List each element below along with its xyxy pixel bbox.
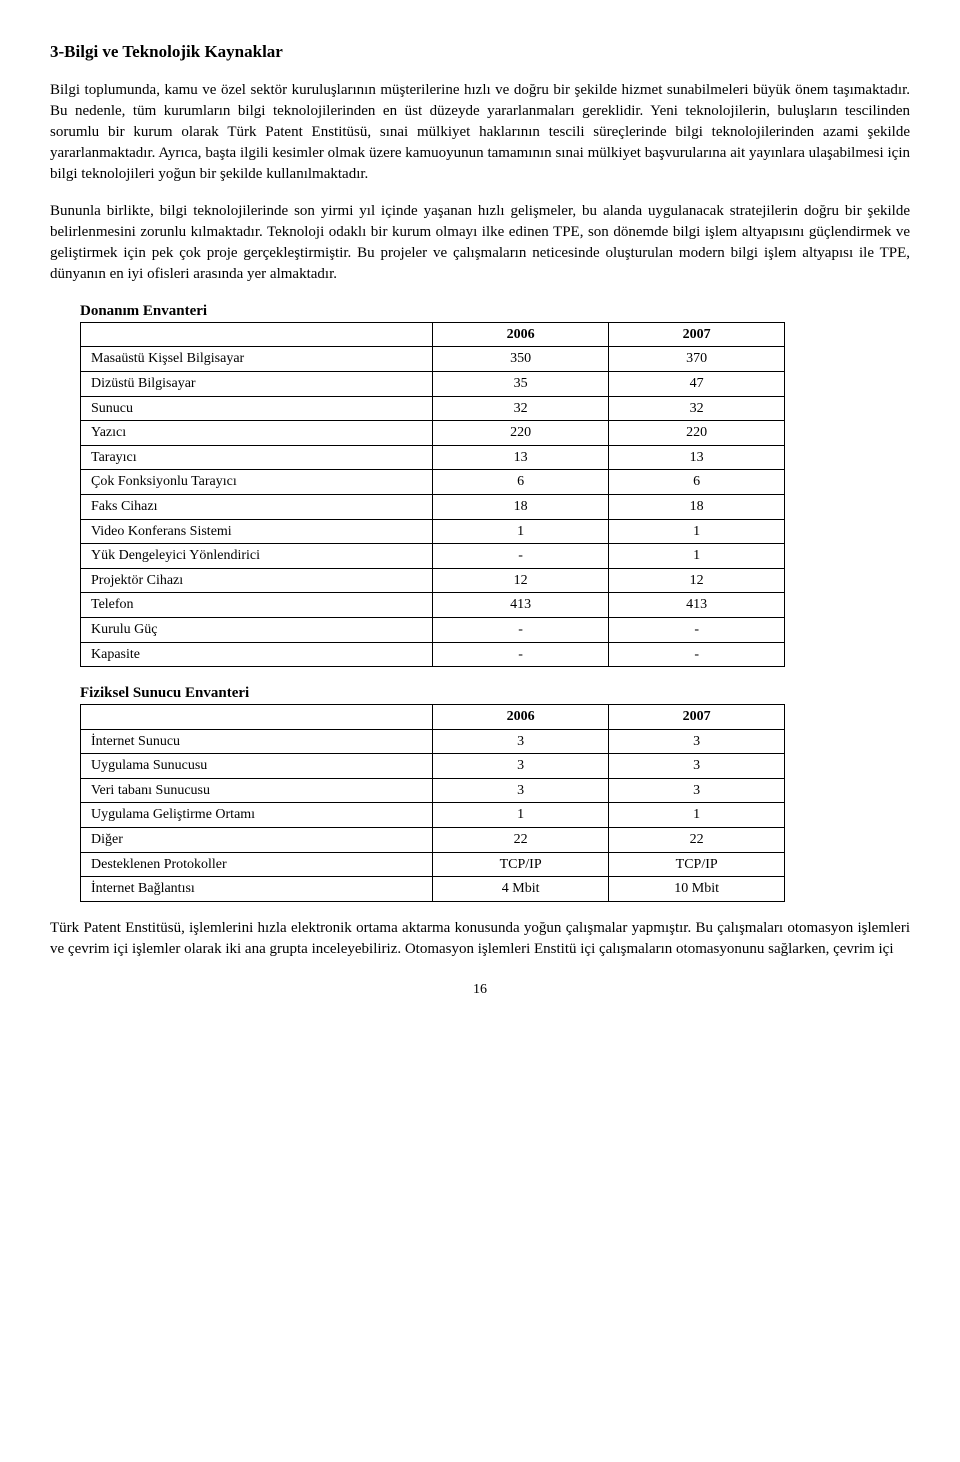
table-cell: 370 — [609, 347, 785, 372]
table-cell: 4 Mbit — [433, 877, 609, 902]
fiziksel-table-title: Fiziksel Sunucu Envanteri — [50, 683, 910, 704]
table-cell: 10 Mbit — [609, 877, 785, 902]
table-cell: - — [433, 642, 609, 667]
table-header-cell: 2006 — [433, 322, 609, 347]
table-cell: Uygulama Geliştirme Ortamı — [81, 803, 433, 828]
table-cell: Tarayıcı — [81, 445, 433, 470]
donanim-table: 2006 2007 Masaüstü Kişsel Bilgisayar3503… — [80, 322, 785, 667]
table-cell: 1 — [433, 519, 609, 544]
table-cell: 18 — [609, 494, 785, 519]
table-row: Yük Dengeleyici Yönlendirici-1 — [81, 544, 785, 569]
table-row: Faks Cihazı1818 — [81, 494, 785, 519]
fiziksel-tbody: İnternet Sunucu33Uygulama Sunucusu33Veri… — [81, 729, 785, 901]
table-cell: Video Konferans Sistemi — [81, 519, 433, 544]
table-row: Yazıcı220220 — [81, 421, 785, 446]
paragraph-1: Bilgi toplumunda, kamu ve özel sektör ku… — [50, 80, 910, 185]
table-cell: 220 — [609, 421, 785, 446]
table-row: Desteklenen ProtokollerTCP/IPTCP/IP — [81, 852, 785, 877]
table-cell: Projektör Cihazı — [81, 568, 433, 593]
table-row: Telefon413413 — [81, 593, 785, 618]
table-cell: 220 — [433, 421, 609, 446]
table-cell: Diğer — [81, 828, 433, 853]
table-row: Video Konferans Sistemi11 — [81, 519, 785, 544]
table-cell: Uygulama Sunucusu — [81, 754, 433, 779]
section-heading: 3-Bilgi ve Teknolojik Kaynaklar — [50, 40, 910, 64]
table-cell: Kapasite — [81, 642, 433, 667]
table-cell: Faks Cihazı — [81, 494, 433, 519]
table-cell: Dizüstü Bilgisayar — [81, 371, 433, 396]
table-cell: Çok Fonksiyonlu Tarayıcı — [81, 470, 433, 495]
table-cell: - — [433, 544, 609, 569]
table-cell: 32 — [433, 396, 609, 421]
table-row: Masaüstü Kişsel Bilgisayar350370 — [81, 347, 785, 372]
table-cell: 413 — [609, 593, 785, 618]
table-cell: 35 — [433, 371, 609, 396]
table-cell: 1 — [433, 803, 609, 828]
table-row: Diğer2222 — [81, 828, 785, 853]
table-cell: 3 — [609, 778, 785, 803]
table-row: Çok Fonksiyonlu Tarayıcı66 — [81, 470, 785, 495]
table-cell: 1 — [609, 544, 785, 569]
table-cell: 1 — [609, 803, 785, 828]
paragraph-3: Türk Patent Enstitüsü, işlemlerini hızla… — [50, 918, 910, 960]
table-cell: 350 — [433, 347, 609, 372]
table-cell: Kurulu Güç — [81, 617, 433, 642]
donanim-table-title: Donanım Envanteri — [50, 301, 910, 322]
table-cell: - — [609, 642, 785, 667]
table-row: İnternet Bağlantısı4 Mbit10 Mbit — [81, 877, 785, 902]
table-header-row: 2006 2007 — [81, 705, 785, 730]
table-cell: - — [433, 617, 609, 642]
table-cell: 47 — [609, 371, 785, 396]
page-number: 16 — [50, 980, 910, 1000]
table-row: İnternet Sunucu33 — [81, 729, 785, 754]
table-cell: İnternet Sunucu — [81, 729, 433, 754]
table-row: Uygulama Sunucusu33 — [81, 754, 785, 779]
table-cell: Sunucu — [81, 396, 433, 421]
table-header-cell: 2006 — [433, 705, 609, 730]
table-cell: TCP/IP — [609, 852, 785, 877]
table-cell: İnternet Bağlantısı — [81, 877, 433, 902]
table-cell: Masaüstü Kişsel Bilgisayar — [81, 347, 433, 372]
table-cell: 22 — [609, 828, 785, 853]
table-header-cell: 2007 — [609, 705, 785, 730]
table-cell: 13 — [433, 445, 609, 470]
table-cell: 3 — [609, 729, 785, 754]
table-cell: Yazıcı — [81, 421, 433, 446]
table-cell: 413 — [433, 593, 609, 618]
table-cell: 12 — [609, 568, 785, 593]
table-cell: TCP/IP — [433, 852, 609, 877]
table-cell: 32 — [609, 396, 785, 421]
table-row: Kapasite-- — [81, 642, 785, 667]
table-row: Kurulu Güç-- — [81, 617, 785, 642]
table-cell: Telefon — [81, 593, 433, 618]
table-row: Uygulama Geliştirme Ortamı11 — [81, 803, 785, 828]
table-cell: 3 — [433, 729, 609, 754]
table-cell: 3 — [433, 754, 609, 779]
table-cell: 6 — [433, 470, 609, 495]
table-row: Sunucu3232 — [81, 396, 785, 421]
table-cell: Desteklenen Protokoller — [81, 852, 433, 877]
table-cell: 12 — [433, 568, 609, 593]
table-row: Veri tabanı Sunucusu33 — [81, 778, 785, 803]
table-cell: 1 — [609, 519, 785, 544]
table-cell: 6 — [609, 470, 785, 495]
table-row: Tarayıcı1313 — [81, 445, 785, 470]
paragraph-2: Bununla birlikte, bilgi teknolojilerinde… — [50, 201, 910, 285]
fiziksel-table: 2006 2007 İnternet Sunucu33Uygulama Sunu… — [80, 704, 785, 902]
table-cell: - — [609, 617, 785, 642]
table-cell: 3 — [433, 778, 609, 803]
table-header-cell: 2007 — [609, 322, 785, 347]
table-header-row: 2006 2007 — [81, 322, 785, 347]
table-cell: 18 — [433, 494, 609, 519]
table-cell: Yük Dengeleyici Yönlendirici — [81, 544, 433, 569]
table-cell: 3 — [609, 754, 785, 779]
table-header-cell — [81, 322, 433, 347]
table-row: Projektör Cihazı1212 — [81, 568, 785, 593]
donanim-tbody: Masaüstü Kişsel Bilgisayar350370Dizüstü … — [81, 347, 785, 667]
table-cell: Veri tabanı Sunucusu — [81, 778, 433, 803]
table-header-cell — [81, 705, 433, 730]
table-cell: 22 — [433, 828, 609, 853]
table-cell: 13 — [609, 445, 785, 470]
table-row: Dizüstü Bilgisayar3547 — [81, 371, 785, 396]
